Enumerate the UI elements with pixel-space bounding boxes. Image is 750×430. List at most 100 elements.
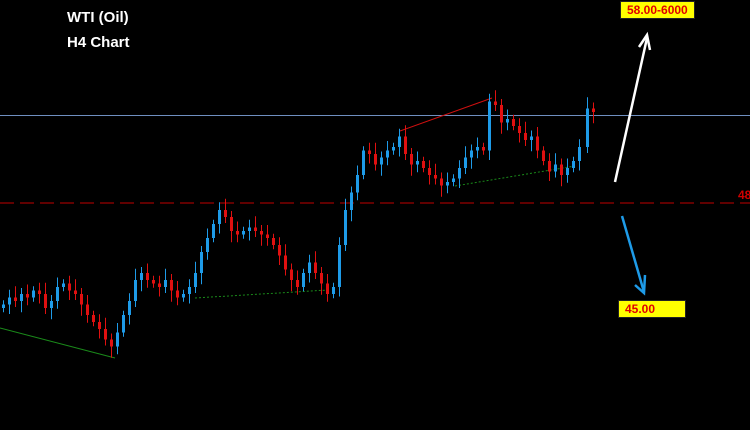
candle-body — [586, 108, 589, 147]
candle-body — [482, 147, 485, 151]
candle-body — [230, 217, 233, 231]
candle-body — [80, 294, 83, 305]
candle-body — [542, 150, 545, 161]
downside-arrowhead — [634, 274, 647, 296]
candle-body — [428, 168, 431, 175]
candle-body — [152, 280, 155, 284]
candle-body — [236, 231, 239, 235]
timeframe-title: H4 Chart — [67, 34, 130, 51]
candle-body — [458, 168, 461, 179]
trendline — [399, 97, 493, 132]
candle-body — [524, 133, 527, 140]
candle-body — [410, 154, 413, 165]
candle-body — [374, 154, 377, 165]
candle-body — [146, 273, 149, 280]
candle-body — [14, 297, 17, 301]
candle-body — [104, 329, 107, 340]
candle-body — [536, 136, 539, 151]
candle-body — [566, 168, 569, 175]
trendline — [0, 327, 116, 359]
candle-body — [140, 273, 143, 280]
candle-body — [488, 101, 491, 151]
candle-body — [592, 108, 595, 112]
candle-body — [44, 294, 47, 308]
candle-body — [170, 280, 173, 291]
candle-body — [212, 224, 215, 238]
downside-target-label: 45.00 — [618, 300, 686, 318]
candle-body — [392, 147, 395, 151]
candle-body — [518, 126, 521, 133]
candle-body — [188, 287, 191, 294]
downside-arrow — [620, 215, 646, 293]
candle-body — [560, 164, 563, 175]
candle-body — [512, 119, 515, 126]
candle-body — [278, 245, 281, 256]
candle-body — [578, 147, 581, 161]
candle-body — [74, 290, 77, 294]
candle-body — [38, 290, 41, 294]
candle-body — [506, 119, 509, 123]
candle-body — [386, 150, 389, 158]
candle-body — [176, 290, 179, 298]
candle-body — [464, 157, 467, 168]
candle-body — [254, 227, 257, 231]
candle-body — [380, 157, 383, 165]
candle-body — [62, 283, 65, 287]
candle-body — [314, 262, 317, 273]
candle-body — [200, 252, 203, 273]
candle-body — [572, 161, 575, 168]
candle-body — [2, 304, 5, 308]
candle-body — [266, 234, 269, 238]
candle-body — [326, 283, 329, 294]
candle-body — [56, 287, 59, 301]
candle-body — [344, 210, 347, 245]
candle-body — [398, 136, 401, 147]
candle-body — [434, 175, 437, 179]
candle-body — [500, 105, 503, 123]
candle-body — [368, 150, 371, 154]
upside-arrowhead — [637, 31, 652, 51]
candle-body — [218, 210, 221, 224]
candle-body — [356, 175, 359, 193]
candle-body — [476, 147, 479, 151]
candle-body — [422, 161, 425, 168]
candle-body — [296, 280, 299, 287]
candle-body — [182, 294, 185, 298]
candle-body — [440, 178, 443, 186]
candle-body — [470, 150, 473, 158]
candle-body — [158, 283, 161, 287]
candle-body — [8, 297, 11, 305]
candle-body — [164, 280, 167, 287]
candle-body — [548, 161, 551, 172]
candle-body — [446, 182, 449, 186]
candle-body — [260, 231, 263, 235]
candle-body — [26, 294, 29, 298]
candle-body — [242, 231, 245, 235]
candle-body — [20, 294, 23, 301]
candle-body — [128, 301, 131, 315]
candle-body — [272, 238, 275, 245]
candle-body — [332, 287, 335, 294]
candle-body — [116, 332, 119, 347]
candle-body — [404, 136, 407, 154]
candle-body — [302, 273, 305, 287]
candle-body — [554, 164, 557, 172]
candle-body — [284, 255, 287, 270]
candle-body — [92, 315, 95, 322]
candle-body — [134, 280, 137, 301]
candle-body — [362, 150, 365, 175]
candle-body — [248, 227, 251, 231]
candle-body — [350, 192, 353, 210]
candle-body — [308, 262, 311, 273]
candle-body — [122, 315, 125, 333]
candle-body — [68, 283, 71, 291]
candle-body — [320, 273, 323, 284]
upside-target-label: 58.00-6000 — [620, 1, 695, 19]
upside-arrow — [613, 37, 649, 183]
candle-body — [110, 339, 113, 347]
candle-body — [86, 304, 89, 315]
candle-body — [32, 290, 35, 298]
candle-body — [98, 322, 101, 329]
